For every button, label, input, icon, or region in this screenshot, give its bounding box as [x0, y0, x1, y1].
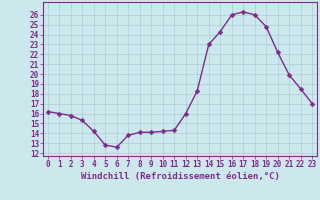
X-axis label: Windchill (Refroidissement éolien,°C): Windchill (Refroidissement éolien,°C): [81, 172, 279, 181]
